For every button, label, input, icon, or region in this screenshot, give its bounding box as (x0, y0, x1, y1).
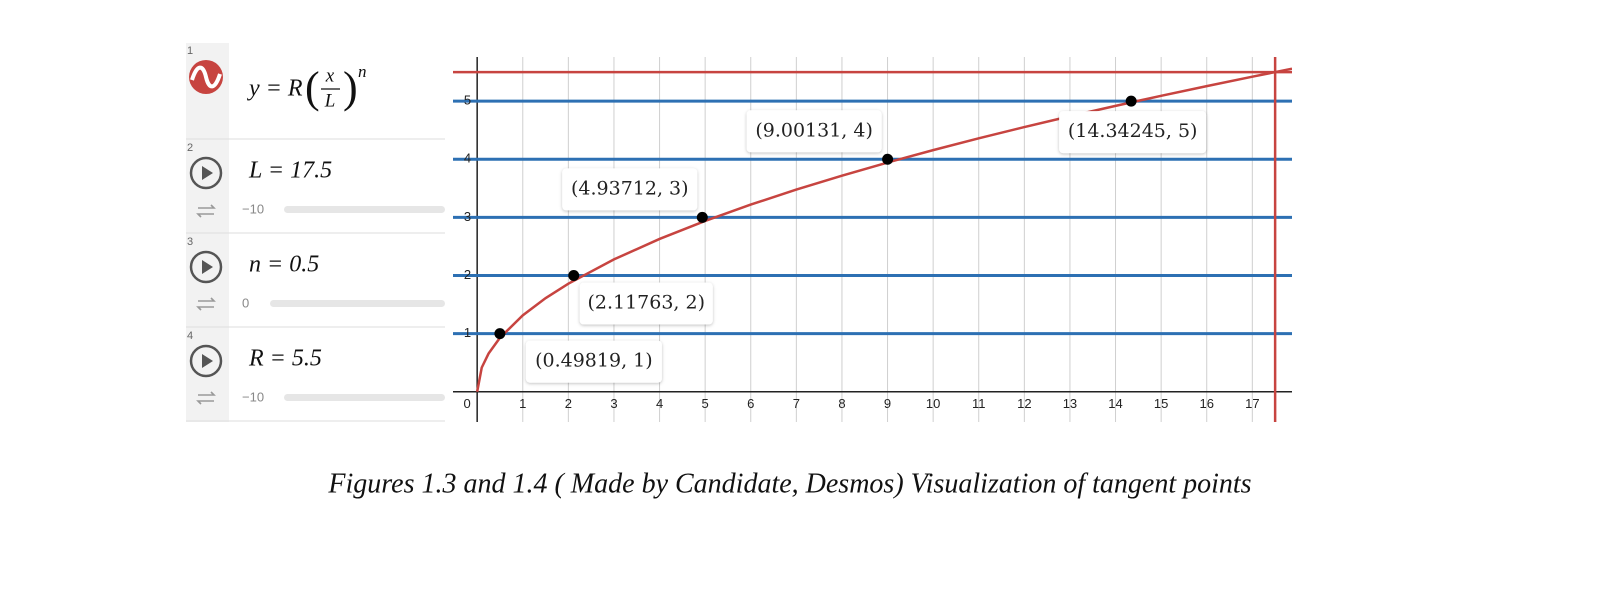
row-number: 4 (187, 330, 193, 342)
x-tick-label: 4 (656, 396, 663, 411)
point-label-box (1059, 111, 1207, 154)
plot-area (453, 57, 1292, 422)
graph-icon[interactable] (189, 60, 223, 94)
play-button[interactable] (189, 344, 223, 378)
x-tick-label: 14 (1108, 396, 1122, 411)
expression-paren: ) (343, 63, 358, 112)
x-tick-label: 6 (747, 396, 754, 411)
expression-exponent: n (358, 62, 367, 81)
slider-track[interactable] (284, 206, 445, 213)
expression: R = 5.5 (248, 346, 322, 372)
slider-min: −10 (242, 201, 264, 216)
x-tick-label: 7 (793, 396, 800, 411)
play-button[interactable] (189, 156, 223, 190)
y-tick-label: 1 (464, 325, 471, 340)
y-tick-label: 4 (464, 151, 471, 166)
caption: Figures 1.3 and 1.4 ( Made by Candidate,… (327, 468, 1251, 499)
x-tick-label: 10 (926, 396, 940, 411)
expression: n = 0.5 (249, 252, 319, 278)
row-number: 3 (187, 236, 193, 248)
point-label: (14.34245, 5) (1068, 120, 1198, 142)
x-tick-label: 1 (519, 396, 526, 411)
graph: 0 1 2 3 4 5 6 7 8 9 10 11 12 13 14 15 16 1712345(0.49819,… (453, 57, 1292, 422)
slider-track[interactable] (284, 394, 445, 401)
slider-min: 0 (242, 295, 249, 310)
point-label: (2.11763, 2) (587, 292, 705, 314)
expression: L = 17.5 (248, 158, 332, 184)
row-number: 1 (187, 45, 193, 57)
x-tick-label: 16 (1199, 396, 1213, 411)
x-tick-label: 13 (1063, 396, 1077, 411)
x-tick-label: 2 (565, 396, 572, 411)
slider-min: −10 (242, 389, 264, 404)
point (696, 211, 708, 223)
expression: y = R (247, 76, 303, 102)
x-tick-label: 12 (1017, 396, 1031, 411)
loop-icon[interactable] (196, 297, 216, 311)
point-label-box (525, 340, 662, 383)
point (568, 270, 580, 282)
point-label: (0.49819, 1) (535, 350, 653, 372)
point-label-box (579, 282, 713, 325)
expression-paren: ( (305, 63, 320, 112)
x-tick-label: 0 (464, 396, 471, 411)
row-number: 2 (187, 142, 193, 154)
x-tick-label: 8 (838, 396, 845, 411)
loop-icon[interactable] (196, 204, 216, 218)
x-tick-label: 9 (884, 396, 891, 411)
point-label-box (562, 168, 698, 211)
x-tick-label: 5 (702, 396, 709, 411)
x-tick-label: 11 (972, 396, 986, 411)
y-tick-label: 2 (464, 267, 471, 282)
x-tick-label: 3 (610, 396, 617, 411)
point (882, 153, 894, 165)
point (494, 328, 506, 340)
x-tick-label: 17 (1245, 396, 1259, 411)
sidebar: 1 2 3 4 y = R ( x L ) n L = 17.5 n = 0.5… (186, 43, 445, 422)
y-tick-label: 3 (464, 209, 471, 224)
play-button[interactable] (189, 250, 223, 284)
point (1125, 95, 1137, 107)
point-label: (9.00131, 4) (755, 119, 873, 141)
point-label: (4.93712, 3) (571, 177, 689, 199)
point-label-box (746, 110, 882, 153)
y-tick-label: 5 (464, 93, 471, 108)
loop-icon[interactable] (196, 391, 216, 405)
x-tick-label: 15 (1154, 396, 1168, 411)
expression-numerator: x (325, 65, 335, 86)
expression-denominator: L (324, 90, 336, 111)
slider-track[interactable] (270, 300, 445, 307)
